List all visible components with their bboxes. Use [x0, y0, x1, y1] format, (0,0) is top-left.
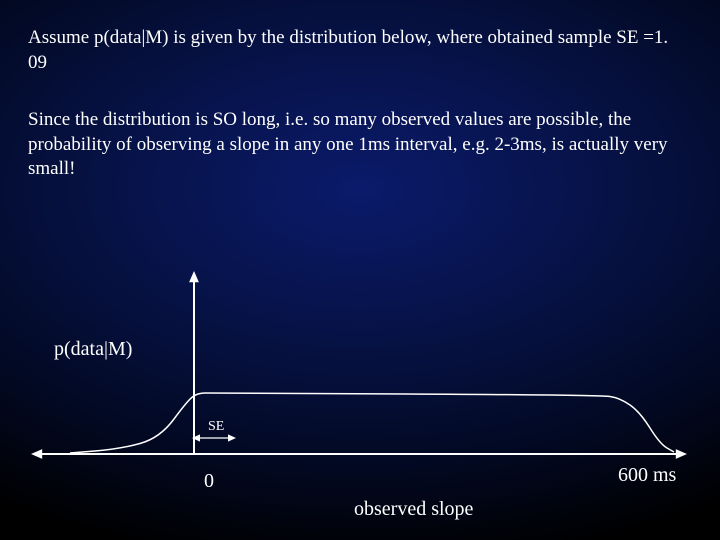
distribution-chart: [0, 0, 720, 540]
